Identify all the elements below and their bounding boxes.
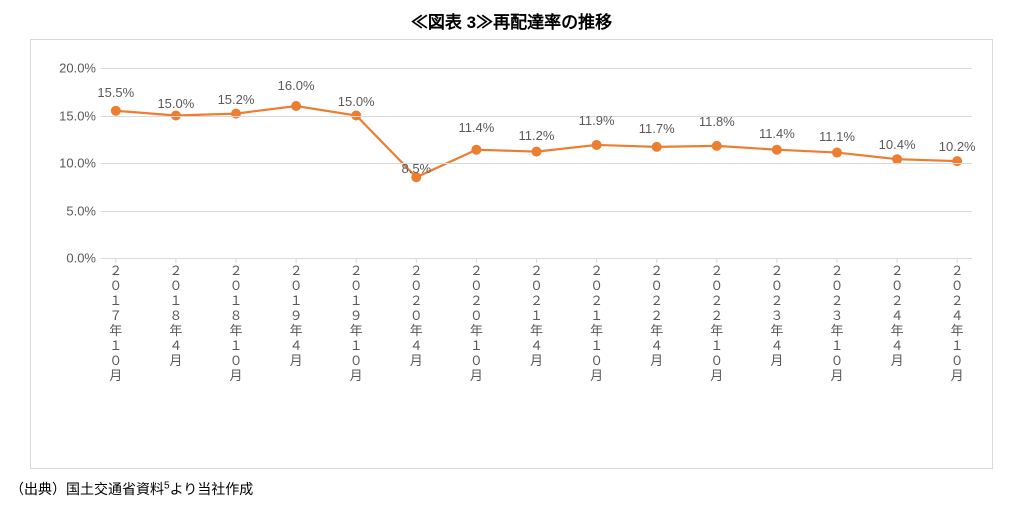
data-marker: [291, 101, 301, 111]
data-marker: [592, 140, 602, 150]
x-tick-label: ２０１８年１０月: [228, 264, 244, 384]
x-tick-label: ２０２３年１０月: [829, 264, 845, 384]
x-tick-label: ２０２４年１０月: [949, 264, 965, 384]
data-marker: [832, 148, 842, 158]
source-prefix: （出典）国土交通省資料: [10, 481, 164, 497]
data-label: 15.0%: [157, 96, 194, 111]
data-label: 15.2%: [218, 92, 255, 107]
chart-frame: 0.0%5.0%10.0%15.0%20.0%15.5%15.0%15.2%16…: [30, 39, 993, 469]
x-tick-label: ２０１７年１０月: [108, 264, 124, 384]
x-tick-label: ２０２０年４月: [408, 264, 424, 369]
data-label: 11.8%: [699, 114, 735, 129]
x-tick-label: ２０１９年４月: [288, 264, 304, 369]
data-label: 11.4%: [458, 120, 494, 135]
x-axis-labels: ２０１７年１０月 ２０１８年４月 ２０１８年１０月 ２０１９年４月 ２０１９年１０月 ２０…: [101, 264, 972, 459]
y-tick-label: 10.0%: [46, 156, 96, 171]
data-label: 11.9%: [579, 113, 615, 128]
chart-title: ≪図表 3≫再配達率の推移: [0, 0, 1023, 39]
data-label: 15.5%: [97, 85, 134, 100]
data-label: 15.0%: [338, 94, 375, 109]
data-label: 16.0%: [278, 78, 315, 93]
gridline: [101, 116, 972, 117]
data-label: 11.2%: [519, 128, 555, 143]
data-marker: [772, 145, 782, 155]
x-tick-label: ２０２３年４月: [769, 264, 785, 369]
y-tick-label: 5.0%: [46, 203, 96, 218]
y-tick-label: 15.0%: [46, 108, 96, 123]
source-note: （出典）国土交通省資料5より当社作成: [0, 469, 1023, 499]
data-marker: [952, 156, 962, 166]
source-suffix: より当社作成: [170, 481, 254, 497]
data-marker: [471, 145, 481, 155]
x-tick-label: ２０１９年１０月: [348, 264, 364, 384]
data-label: 11.4%: [759, 126, 795, 141]
gridline: [101, 68, 972, 69]
x-tick-label: ２０１８年４月: [168, 264, 184, 369]
data-marker: [111, 106, 121, 116]
x-tick-label: ２０２４年４月: [889, 264, 905, 369]
data-marker: [712, 141, 722, 151]
data-label: 8.5%: [401, 161, 431, 176]
gridline: [101, 163, 972, 164]
plot-area: 0.0%5.0%10.0%15.0%20.0%15.5%15.0%15.2%16…: [101, 68, 972, 258]
y-tick-label: 20.0%: [46, 61, 96, 76]
gridline: [101, 211, 972, 212]
x-tick-label: ２０２１年１０月: [589, 264, 605, 384]
x-tick-label: ２０２０年１０月: [468, 264, 484, 384]
data-label: 11.7%: [639, 121, 675, 136]
data-marker: [532, 147, 542, 157]
y-tick-label: 0.0%: [46, 251, 96, 266]
x-tick-label: ２０２２年４月: [649, 264, 665, 369]
x-tick-label: ２０２１年４月: [529, 264, 545, 369]
data-marker: [652, 142, 662, 152]
x-tick-label: ２０２２年１０月: [709, 264, 725, 384]
data-label: 10.4%: [879, 137, 916, 152]
data-label: 10.2%: [939, 139, 976, 154]
data-label: 11.1%: [819, 129, 855, 144]
data-marker: [231, 109, 241, 119]
